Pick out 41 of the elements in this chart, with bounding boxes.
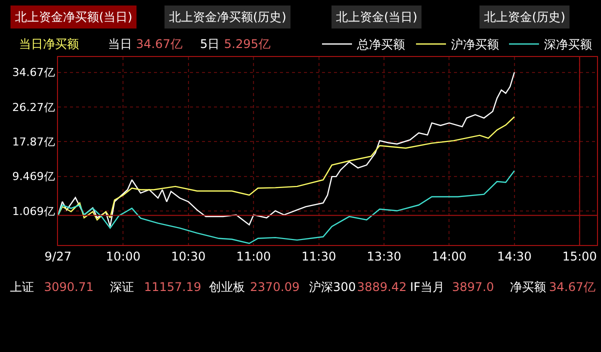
line-series	[58, 170, 516, 244]
text: 深证	[110, 280, 134, 294]
x-tick-label: 14:30	[497, 249, 532, 264]
x-tick-label: 14:00	[432, 249, 467, 264]
text: 净买额	[510, 280, 546, 294]
text: 北上资金(当日)	[336, 10, 418, 24]
y-tick-label: 9.469亿	[12, 170, 55, 184]
y-tick-label: 34.67亿	[12, 66, 55, 80]
x-tick-label: 13:30	[366, 249, 402, 264]
text: 2370.09	[250, 280, 300, 294]
line-series	[58, 116, 516, 220]
text: 当日净买额	[19, 37, 79, 51]
line-series	[58, 72, 516, 228]
x-tick-label: 11:30	[302, 249, 336, 264]
legend-label: 深净买额	[544, 38, 592, 52]
text: 34.67亿	[136, 37, 182, 51]
text: 当日	[108, 37, 132, 51]
text: 北上资金净买额(当日)	[15, 10, 132, 24]
legend-label: 沪净买额	[451, 38, 499, 52]
text: 沪深300	[309, 280, 356, 294]
text: 创业板	[209, 280, 245, 294]
text: 北上资金净买额(历史)	[169, 10, 286, 24]
y-tick-label: 1.069亿	[12, 204, 55, 218]
text: IF当月	[410, 280, 444, 294]
y-tick-label: 17.87亿	[12, 135, 55, 148]
text: 5日	[200, 37, 220, 51]
x-tick-label: 10:00	[106, 249, 140, 264]
x-tick-label: 11:00	[236, 249, 271, 264]
x-tick-label: 15:00	[562, 249, 597, 264]
y-tick-label: 26.27亿	[12, 100, 55, 114]
text: 北上资金(历史)	[484, 10, 566, 24]
text: 11157.19	[144, 280, 202, 294]
text: 上证	[10, 280, 34, 294]
x-tick-label: 10:30	[171, 249, 206, 264]
text: 3897.0	[452, 280, 494, 294]
text: 3889.42	[357, 280, 407, 294]
text: 34.67亿	[549, 280, 596, 294]
legend-label: 总净买额	[356, 38, 405, 52]
x-tick-label: 9/27	[44, 249, 72, 264]
text: 5.295亿	[224, 37, 270, 51]
text: 3090.71	[44, 280, 94, 294]
